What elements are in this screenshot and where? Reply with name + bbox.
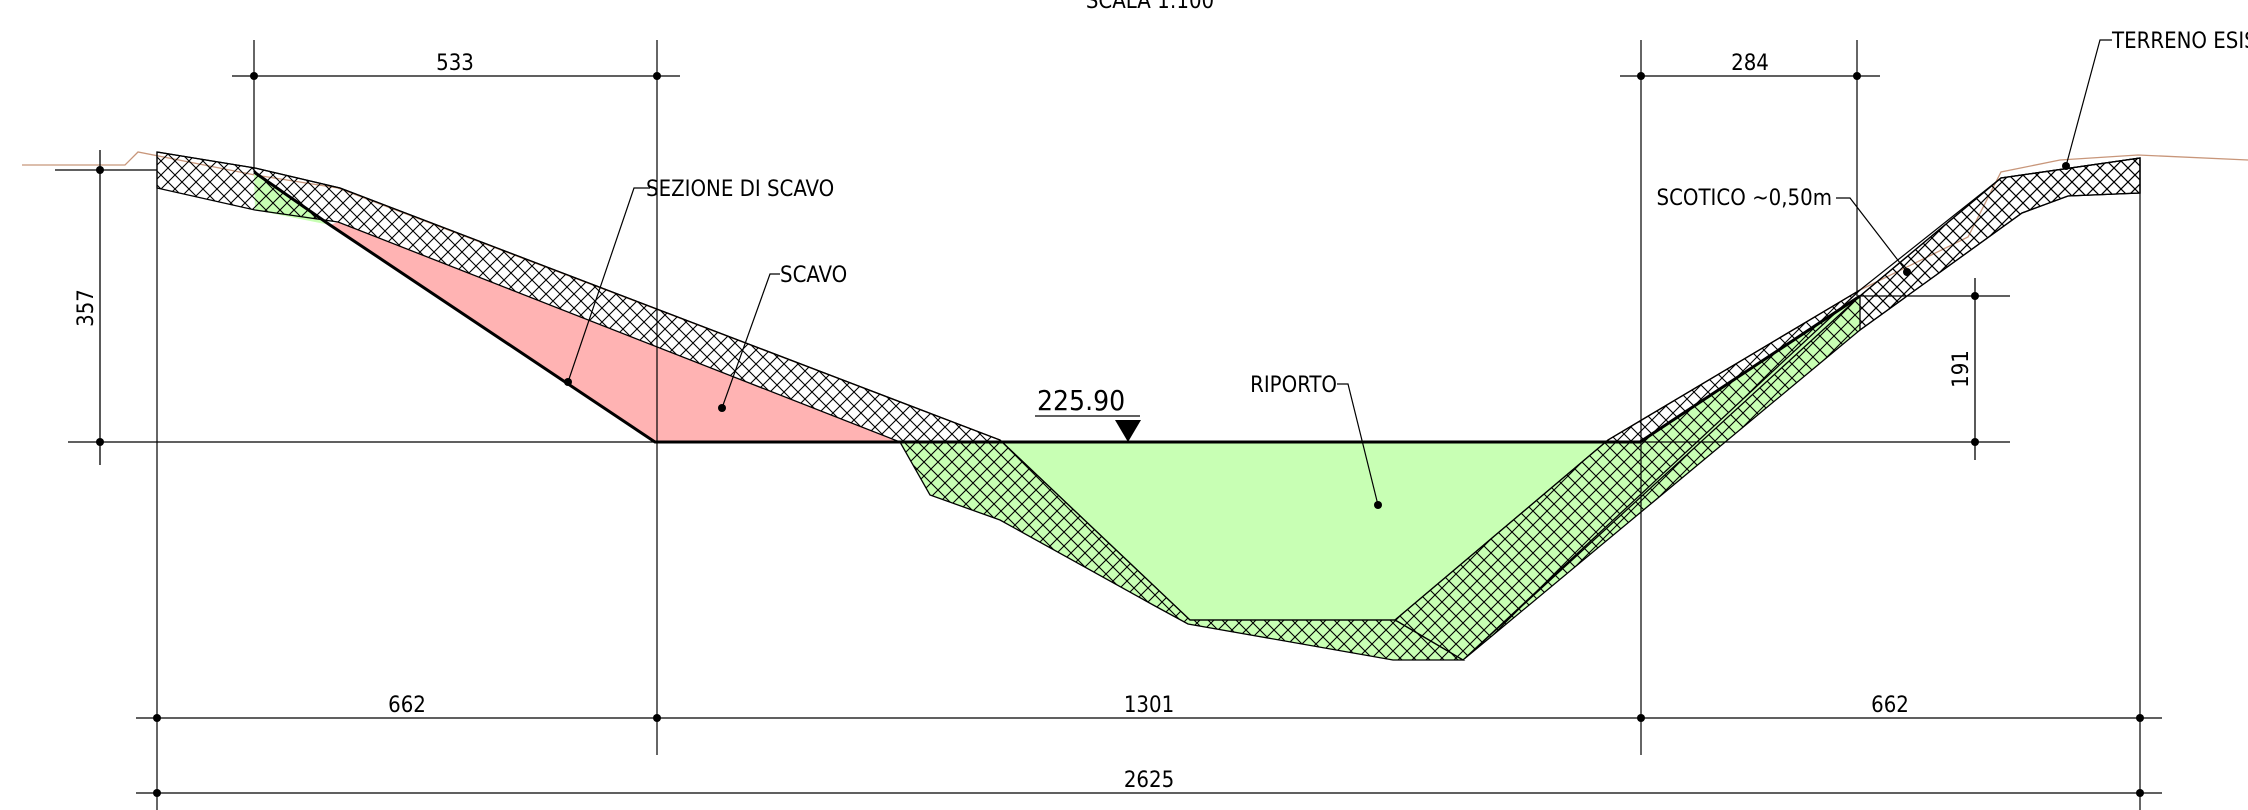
scavo-area xyxy=(330,222,900,442)
leader-terreno xyxy=(2065,39,2112,167)
level-triangle-icon xyxy=(1115,420,1141,442)
dim-left-height: 357 xyxy=(74,289,99,327)
leader-sezione xyxy=(567,187,650,383)
dim-bottom-left: 662 xyxy=(388,693,426,718)
dim-top-right: 284 xyxy=(1731,51,1769,76)
label-terreno: TERRENO ESIS xyxy=(2111,29,2248,54)
drawing-title: SCALA 1:100 xyxy=(1086,0,1214,14)
dim-bottom-right: 662 xyxy=(1871,693,1909,718)
scotico-right-band xyxy=(1393,157,2141,661)
label-sezione-di-scavo: SEZIONE DI SCAVO xyxy=(646,177,834,202)
leader-scotico xyxy=(1836,197,1908,273)
dim-bottom-total: 2625 xyxy=(1124,768,1174,793)
leader-riporto xyxy=(1337,383,1379,506)
riporto-area xyxy=(900,296,1860,660)
label-riporto: RIPORTO xyxy=(1250,373,1337,398)
scotico-right-top xyxy=(1859,157,2141,332)
dim-right-height: 191 xyxy=(1949,350,1974,388)
dim-bottom-middle: 1301 xyxy=(1124,693,1174,718)
label-scotico: SCOTICO ~0,50m xyxy=(1657,186,1833,211)
label-scavo: SCAVO xyxy=(780,263,847,288)
level-label: 225.90 xyxy=(1037,384,1125,417)
dim-top-left: 533 xyxy=(436,51,474,76)
leader-scavo xyxy=(721,273,780,409)
terrain-outline xyxy=(156,151,2141,621)
